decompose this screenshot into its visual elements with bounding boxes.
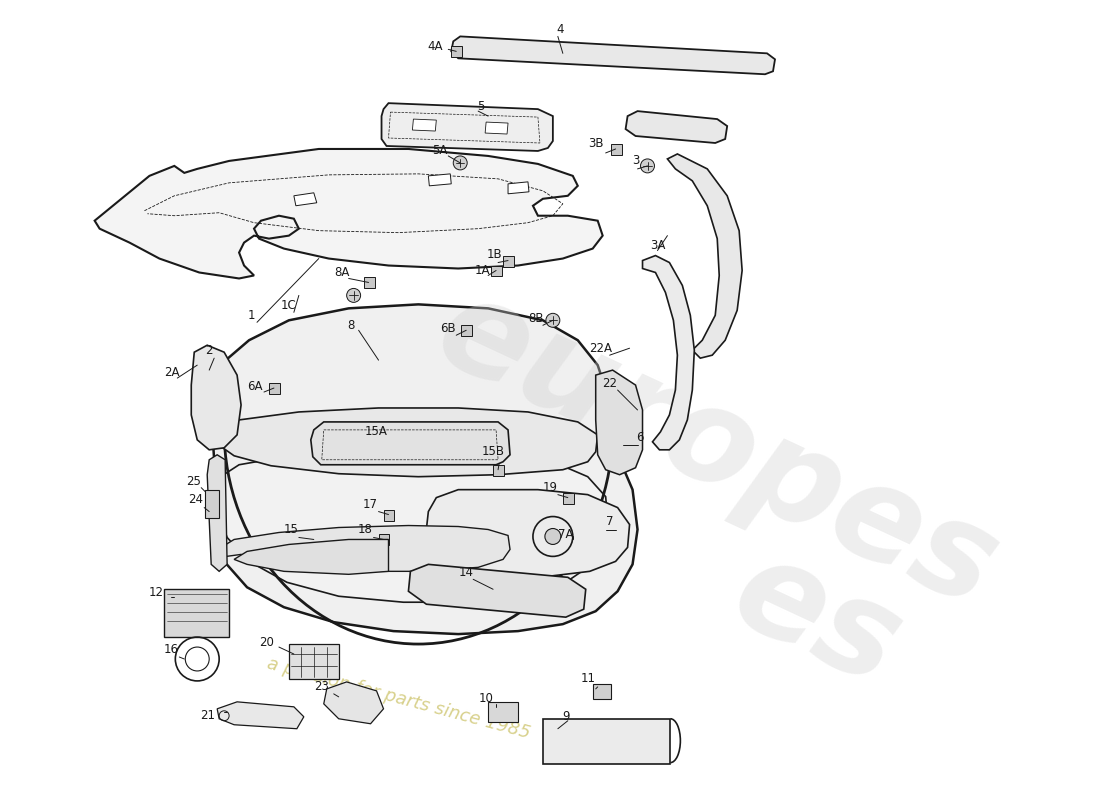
Text: 8B: 8B xyxy=(528,312,543,325)
Polygon shape xyxy=(219,526,510,571)
Polygon shape xyxy=(427,490,629,578)
Text: 18: 18 xyxy=(359,523,373,536)
Polygon shape xyxy=(668,154,742,358)
Bar xyxy=(364,278,375,289)
Polygon shape xyxy=(412,119,437,131)
Text: 2: 2 xyxy=(206,344,213,357)
Polygon shape xyxy=(451,37,776,74)
Circle shape xyxy=(348,436,365,454)
Polygon shape xyxy=(217,408,597,477)
Text: 19: 19 xyxy=(542,481,558,494)
Polygon shape xyxy=(95,149,603,278)
Text: europes: europes xyxy=(418,265,1016,634)
Circle shape xyxy=(544,529,561,545)
Bar xyxy=(461,326,472,336)
Bar xyxy=(593,684,611,699)
Bar xyxy=(164,590,229,637)
Bar xyxy=(493,465,504,476)
Circle shape xyxy=(640,159,654,173)
Bar xyxy=(289,644,339,679)
Text: 23: 23 xyxy=(315,680,329,694)
Text: 7A: 7A xyxy=(558,528,573,541)
Text: 4: 4 xyxy=(557,23,563,36)
Bar xyxy=(378,534,389,546)
Text: 8A: 8A xyxy=(334,266,350,279)
Polygon shape xyxy=(212,304,638,634)
Text: 21: 21 xyxy=(200,710,214,722)
Circle shape xyxy=(453,156,468,170)
Text: 3B: 3B xyxy=(588,138,604,150)
Text: 15B: 15B xyxy=(482,446,505,458)
Polygon shape xyxy=(217,450,607,602)
Bar xyxy=(384,510,395,521)
Text: 10: 10 xyxy=(478,692,494,706)
Text: 6B: 6B xyxy=(440,322,456,334)
Text: 15: 15 xyxy=(284,523,298,536)
Polygon shape xyxy=(485,122,508,134)
Bar xyxy=(451,46,462,58)
Text: 6A: 6A xyxy=(248,379,263,393)
Text: 22A: 22A xyxy=(590,342,613,354)
Text: 11: 11 xyxy=(580,673,595,686)
Polygon shape xyxy=(294,193,317,206)
Bar xyxy=(543,718,670,763)
Text: 3A: 3A xyxy=(650,239,666,252)
Text: 25: 25 xyxy=(186,475,200,488)
Bar xyxy=(563,493,574,504)
Text: 24: 24 xyxy=(188,493,202,506)
Text: 15A: 15A xyxy=(365,426,388,438)
Text: 3: 3 xyxy=(631,154,639,167)
Text: 7: 7 xyxy=(606,515,614,528)
Polygon shape xyxy=(428,174,451,186)
Polygon shape xyxy=(234,539,388,574)
Bar xyxy=(503,255,514,266)
Polygon shape xyxy=(323,682,384,724)
Text: 1: 1 xyxy=(248,309,255,322)
Polygon shape xyxy=(408,564,585,617)
Text: 8: 8 xyxy=(346,318,354,332)
Text: 9: 9 xyxy=(562,710,570,723)
Text: 5A: 5A xyxy=(432,145,448,158)
Polygon shape xyxy=(191,346,241,450)
Text: 1C: 1C xyxy=(280,299,297,312)
Text: 1B: 1B xyxy=(486,248,502,261)
Bar xyxy=(206,490,219,518)
Text: 5: 5 xyxy=(477,100,485,113)
Bar xyxy=(270,383,279,394)
Bar xyxy=(488,702,518,722)
Text: es: es xyxy=(714,526,920,712)
Text: 4A: 4A xyxy=(428,40,443,53)
Polygon shape xyxy=(207,454,227,571)
Polygon shape xyxy=(382,103,553,151)
Polygon shape xyxy=(626,111,727,143)
Text: 22: 22 xyxy=(602,377,617,390)
Text: 2A: 2A xyxy=(165,366,180,378)
Circle shape xyxy=(346,289,361,302)
Polygon shape xyxy=(311,422,510,465)
Polygon shape xyxy=(596,370,642,474)
Polygon shape xyxy=(217,702,304,729)
Bar xyxy=(610,144,621,155)
Text: 12: 12 xyxy=(148,586,164,598)
Text: 20: 20 xyxy=(260,635,274,649)
Polygon shape xyxy=(642,255,694,450)
Text: 6: 6 xyxy=(636,431,644,444)
Text: 16: 16 xyxy=(164,642,179,655)
Text: 1A: 1A xyxy=(474,264,490,277)
Polygon shape xyxy=(508,182,529,194)
Bar xyxy=(491,266,502,277)
Text: a passion for parts since 1985: a passion for parts since 1985 xyxy=(265,655,532,742)
Text: 14: 14 xyxy=(459,566,474,579)
Text: 17: 17 xyxy=(363,498,378,511)
Circle shape xyxy=(546,314,560,327)
